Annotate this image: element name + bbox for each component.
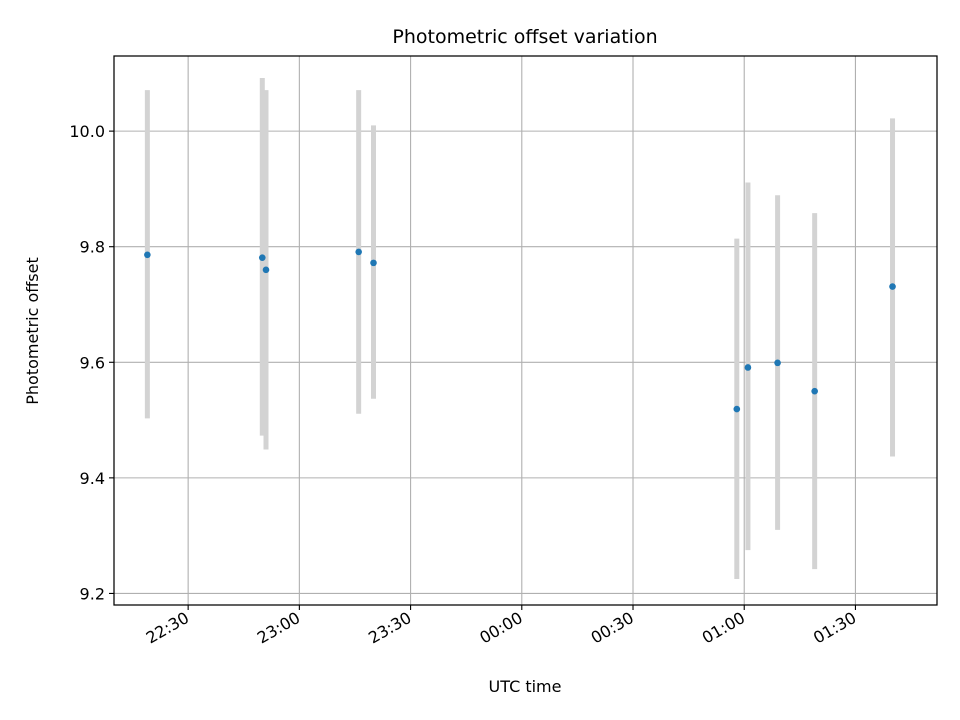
data-point: [258, 254, 266, 261]
y-tick-label: 9.4: [80, 469, 105, 488]
data-point: [744, 364, 752, 371]
y-tick-label: 9.6: [80, 353, 105, 372]
data-point: [889, 283, 896, 290]
y-axis-label: Photometric offset: [23, 257, 42, 405]
y-tick-label: 9.8: [80, 238, 105, 257]
y-tick-label: 10.0: [69, 122, 105, 141]
data-point: [811, 387, 818, 395]
data-point: [774, 359, 781, 367]
data-point: [370, 259, 377, 267]
y-tick-label: 9.2: [80, 584, 105, 603]
data-point: [355, 248, 362, 256]
data-point: [262, 266, 270, 274]
data-point: [733, 405, 741, 413]
data-points: [144, 248, 896, 413]
x-axis-label: UTC time: [489, 677, 562, 696]
data-point: [144, 251, 151, 259]
grid: [114, 56, 937, 605]
chart-title: Photometric offset variation: [392, 26, 657, 48]
y-axis: 9.2 9.4 9.6 9.8 10.0: [69, 122, 114, 603]
plot-frame: [113, 55, 938, 606]
